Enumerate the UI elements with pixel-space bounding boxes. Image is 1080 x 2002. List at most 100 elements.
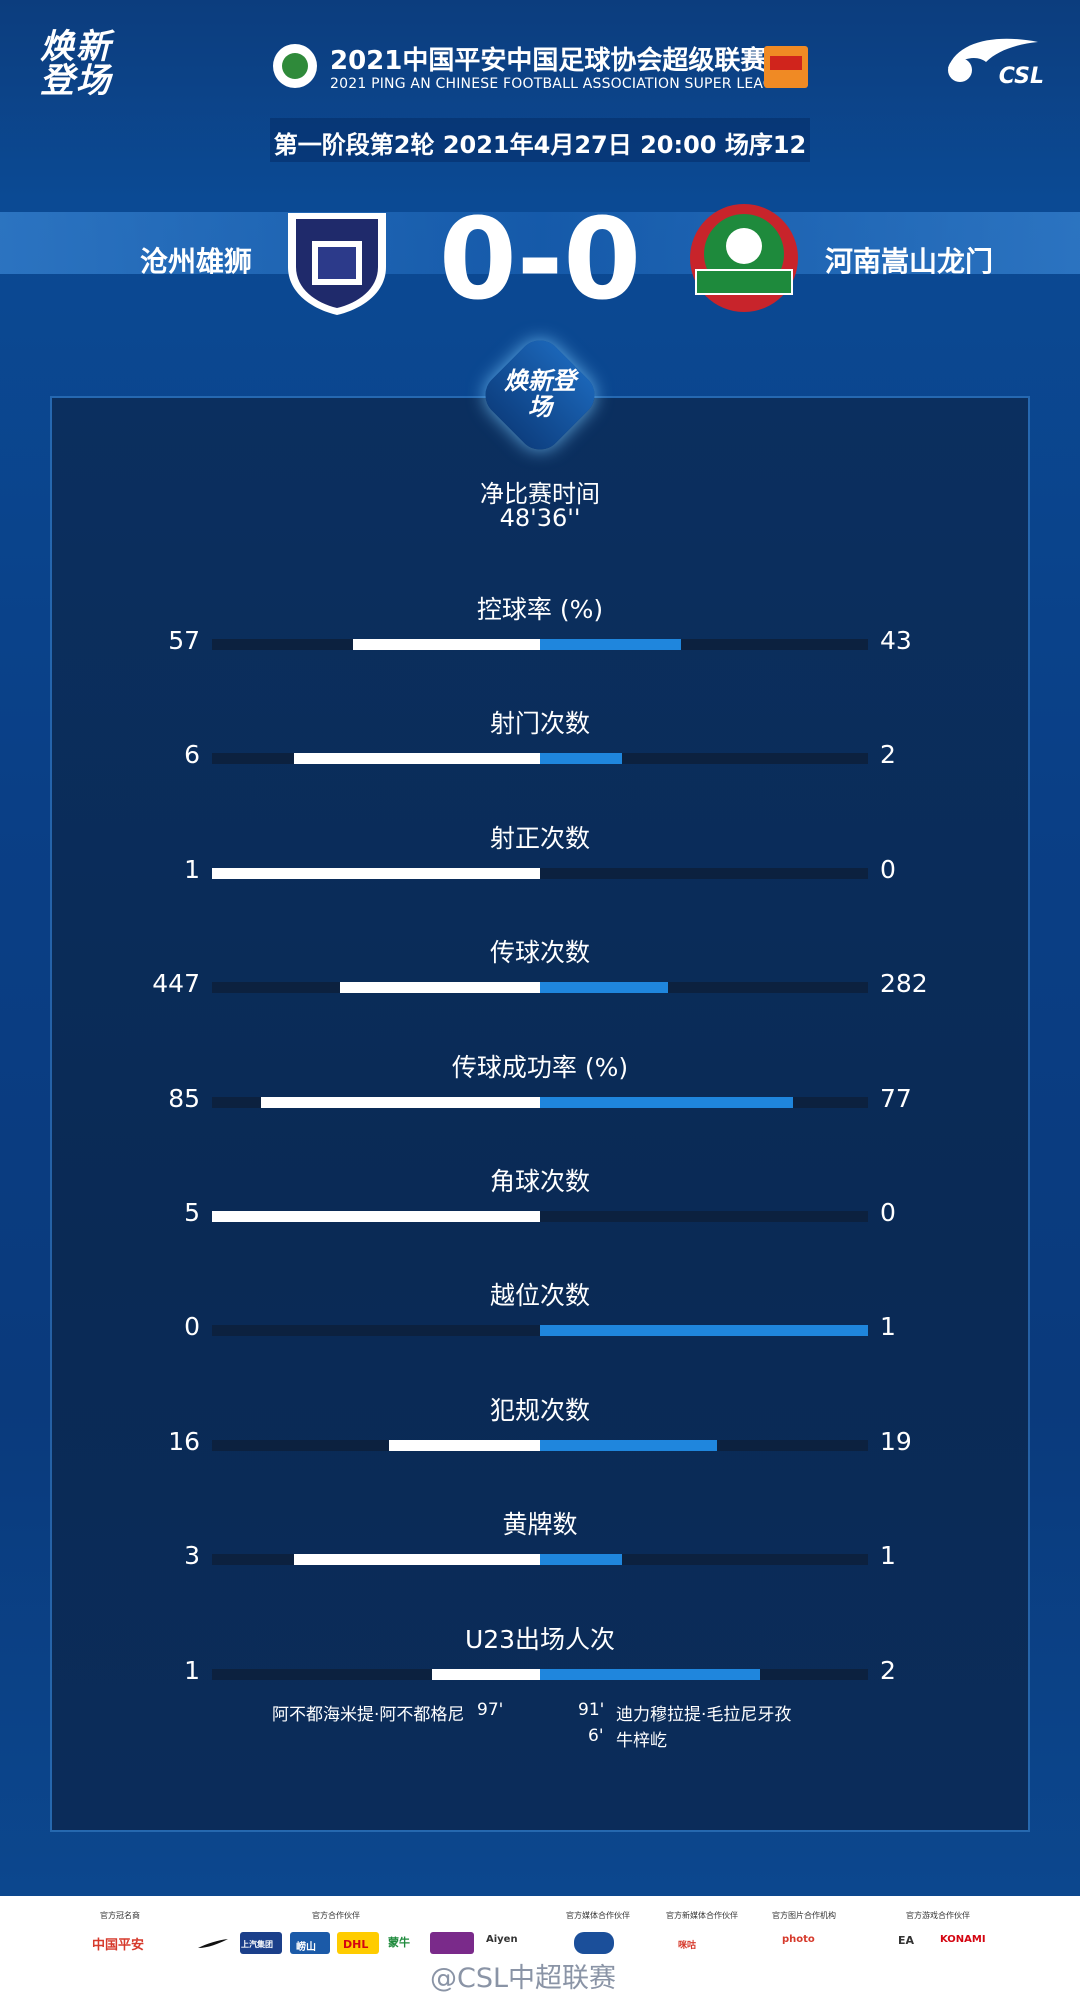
- u23-home-player: 阿不都海米提·阿不都格尼: [272, 1705, 465, 1725]
- stat-home-bar: [212, 1211, 540, 1222]
- stat-label: 犯规次数: [489, 1395, 590, 1425]
- stat-row: 黄牌数 3 1: [0, 1505, 1080, 1619]
- csl-ball-icon: [273, 44, 317, 88]
- stat-home-value: 1: [184, 1655, 200, 1685]
- footer-caption: 官方图片合作机构: [772, 1911, 836, 1920]
- weibo-watermark: @CSL中超联赛: [430, 1963, 617, 1994]
- footer-caption: 官方冠名商: [100, 1911, 140, 1920]
- nike-swoosh-icon: [198, 1939, 228, 1948]
- panel-badge-text: 焕新登场: [504, 367, 576, 421]
- teams-band: [0, 212, 1080, 274]
- u23-away-minute: 6': [588, 1726, 604, 1746]
- stat-row: 犯规次数 16 19: [0, 1391, 1080, 1505]
- sponsor-konami: KONAMI: [940, 1934, 986, 1945]
- stat-home-value: 16: [168, 1426, 200, 1456]
- csl-swoosh-icon: [948, 38, 1038, 82]
- stat-label: 黄牌数: [502, 1510, 578, 1540]
- sponsor-photo: photo: [782, 1934, 815, 1945]
- stat-away-value: 77: [880, 1083, 912, 1113]
- stat-home-value: 0: [184, 1312, 200, 1342]
- sponsor-dhl: DHL: [343, 1938, 369, 1951]
- u23-home-minute: 97': [477, 1700, 504, 1720]
- stat-home-bar: [353, 639, 540, 650]
- stat-away-bar: [540, 639, 681, 650]
- stat-track: [212, 1211, 868, 1222]
- stat-home-value: 447: [152, 969, 200, 999]
- sponsor-laoshan: 崂山: [296, 1942, 316, 1953]
- stat-row: 传球次数 447 282: [0, 933, 1080, 1047]
- sponsor-migu: 咪咕: [678, 1941, 697, 1951]
- stat-away-bar: [540, 1554, 622, 1566]
- dhl-logo-icon: [337, 1932, 379, 1954]
- away-team-name: 河南嵩山龙门: [825, 245, 994, 278]
- stat-away-value: 282: [880, 969, 928, 999]
- stat-home-value: 85: [168, 1083, 200, 1113]
- stat-home-bar: [432, 1668, 540, 1680]
- stat-away-value: 1: [880, 1312, 896, 1342]
- sponsor-mengniu: 蒙牛: [388, 1936, 410, 1949]
- stat-home-bar: [212, 867, 540, 879]
- stat-home-value: 6: [184, 740, 200, 770]
- stat-row: 越位次数 0 1: [0, 1276, 1080, 1390]
- saic-logo-icon: [240, 1932, 282, 1954]
- stat-row: 射门次数 6 2: [0, 704, 1080, 818]
- stat-away-value: 2: [880, 1655, 896, 1685]
- league-title-en: 2021 PING AN CHINESE FOOTBALL ASSOCIATIO…: [330, 76, 794, 92]
- cctv-logo-icon: [574, 1932, 614, 1954]
- stat-away-value: 0: [880, 1198, 896, 1227]
- stat-away-bar: [540, 1668, 760, 1680]
- stat-row: U23出场人次 1 2: [0, 1620, 1080, 1734]
- footer-caption: 官方合作伙伴: [312, 1911, 360, 1920]
- stat-label: U23出场人次: [464, 1624, 616, 1654]
- stat-home-value: 3: [184, 1541, 200, 1571]
- stat-track: [212, 867, 868, 879]
- stat-label: 控球率 (%): [476, 595, 604, 624]
- sponsor-footer: 官方冠名商 官方合作伙伴 官方媒体合作伙伴 官方新媒体合作伙伴 官方图片合作机构…: [0, 1896, 1080, 2002]
- stat-away-value: 19: [880, 1426, 912, 1456]
- sponsor-ea: EA: [898, 1934, 915, 1947]
- stat-label: 射门次数: [489, 709, 590, 739]
- stat-away-bar: [540, 753, 622, 765]
- stat-home-bar: [340, 982, 540, 994]
- u23-away-player: 迪力穆拉提·毛拉尼牙孜: [616, 1705, 792, 1725]
- beverage-logo-icon: [430, 1932, 474, 1954]
- u23-away-player: 牛梓屹: [616, 1731, 667, 1751]
- match-info: 第一阶段第2轮 2021年4月27日 20:00 场序12: [273, 131, 807, 159]
- net-time-label: 净比赛时间: [480, 480, 600, 508]
- sponsor-pingan: 中国平安: [92, 1938, 145, 1953]
- csl-logo-text: CSL: [998, 64, 1044, 89]
- stat-label: 射正次数: [489, 823, 590, 853]
- sponsor-saic: 上汽集团: [241, 1940, 273, 1949]
- stat-away-value: 2: [880, 740, 896, 770]
- footer-caption: 官方游戏合作伙伴: [906, 1911, 970, 1920]
- stat-home-bar: [294, 753, 540, 765]
- stat-home-bar: [389, 1439, 540, 1451]
- stat-away-bar: [540, 1325, 868, 1337]
- stat-label: 越位次数: [489, 1281, 590, 1311]
- henan-crest-icon: [690, 204, 798, 312]
- match-score: 0-0: [438, 195, 642, 325]
- footer-caption: 官方新媒体合作伙伴: [666, 1911, 738, 1920]
- net-time-value: 48'36'': [499, 504, 581, 532]
- brand-logo: 焕新登场: [40, 27, 112, 101]
- stat-row: 角球次数 5 0: [0, 1162, 1080, 1276]
- home-team-name: 沧州雄狮: [140, 245, 253, 278]
- match-info-band: [270, 118, 810, 162]
- stat-row: 传球成功率 (%) 85 77: [0, 1048, 1080, 1162]
- stat-home-value: 5: [184, 1198, 200, 1227]
- stat-row: 控球率 (%) 57 43: [0, 590, 1080, 704]
- laoshan-logo-icon: [290, 1932, 330, 1954]
- stat-label: 传球成功率 (%): [451, 1052, 629, 1082]
- league-title-cn: 2021中国平安中国足球协会超级联赛: [330, 46, 767, 76]
- stat-home-value: 57: [168, 626, 200, 655]
- stat-away-bar: [540, 1439, 717, 1451]
- stat-away-bar: [540, 1096, 793, 1108]
- pingan-badge-icon: [764, 46, 808, 88]
- stat-away-value: 43: [880, 626, 912, 655]
- stat-home-bar: [294, 1554, 540, 1566]
- stat-away-value: 0: [880, 854, 896, 884]
- stat-label: 传球次数: [489, 938, 590, 968]
- sponsor-aiyen: Aiyen: [486, 1934, 518, 1945]
- stat-away-value: 1: [880, 1541, 896, 1571]
- stat-label: 角球次数: [489, 1167, 590, 1196]
